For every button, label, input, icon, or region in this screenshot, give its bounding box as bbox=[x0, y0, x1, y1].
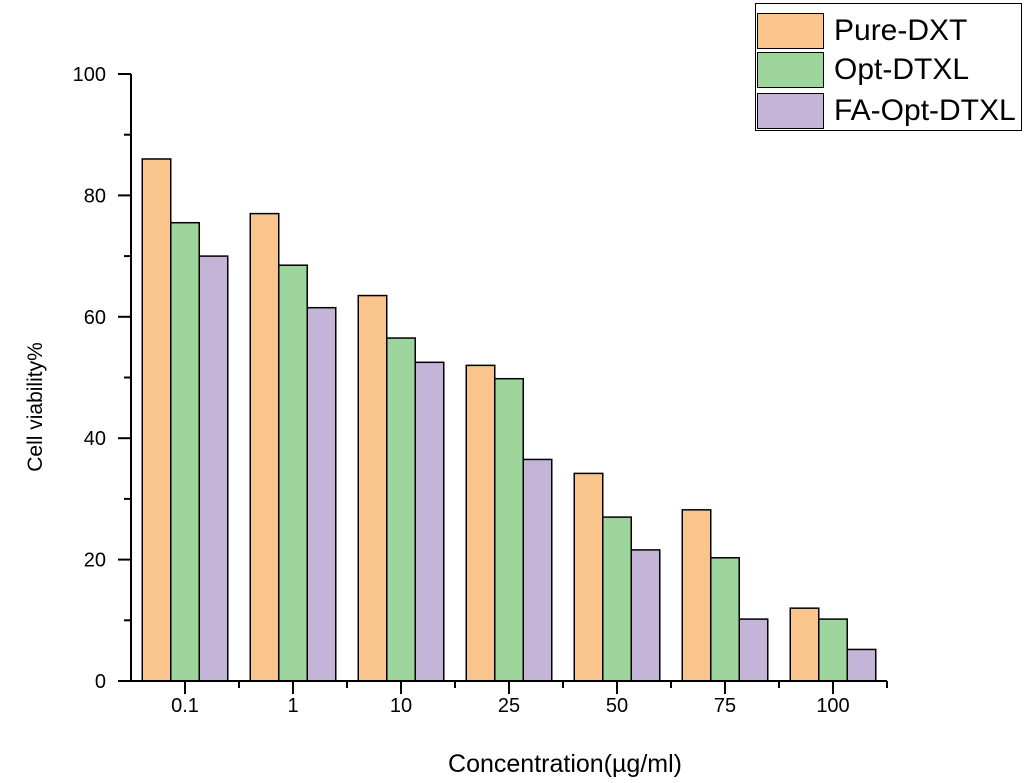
y-tick-label: 0 bbox=[95, 671, 106, 693]
legend-label-pure-dxt: Pure-DXT bbox=[834, 14, 968, 47]
legend-label-fa-opt-dtxl: FA-Opt-DTXL bbox=[834, 94, 1016, 127]
bar-Pure-DXT-0.1 bbox=[141, 158, 172, 682]
bar-Pure-DXT-1 bbox=[249, 212, 280, 682]
y-tick-label: 60 bbox=[84, 307, 106, 329]
bar-Opt-DTXL-100 bbox=[818, 618, 848, 682]
x-tick-label: 75 bbox=[714, 695, 736, 717]
legend-swatch-fa-opt-dtxl bbox=[757, 93, 824, 129]
y-tick-label: 100 bbox=[73, 64, 106, 86]
x-tick-label: 25 bbox=[498, 695, 520, 717]
bar-FA-Opt-DTXL-75 bbox=[738, 618, 769, 682]
bar-Pure-DXT-50 bbox=[573, 472, 604, 682]
x-tick-label: 1 bbox=[287, 695, 298, 717]
bar-FA-Opt-DTXL-25 bbox=[522, 458, 553, 682]
legend-swatch-opt-dtxl bbox=[757, 52, 824, 88]
x-tick-label: 10 bbox=[390, 695, 412, 717]
bar-Opt-DTXL-10 bbox=[386, 337, 416, 682]
bar-Opt-DTXL-1 bbox=[278, 264, 308, 682]
bar-FA-Opt-DTXL-100 bbox=[846, 648, 877, 682]
x-tick-label: 50 bbox=[606, 695, 628, 717]
bar-Pure-DXT-10 bbox=[357, 294, 388, 682]
legend-swatch-pure-dxt bbox=[757, 13, 824, 49]
bar-Opt-DTXL-0.1 bbox=[170, 221, 200, 682]
legend-label-opt-dtxl: Opt-DTXL bbox=[834, 53, 970, 86]
bar-Opt-DTXL-25 bbox=[494, 377, 524, 682]
bar-Opt-DTXL-75 bbox=[710, 557, 740, 682]
x-axis-title: Concentration(µg/ml) bbox=[448, 750, 682, 778]
bar-Pure-DXT-75 bbox=[681, 509, 712, 682]
bar-Pure-DXT-25 bbox=[465, 364, 496, 682]
legend: Pure-DXT Opt-DTXL FA-Opt-DTXL bbox=[755, 3, 1022, 131]
bar-Opt-DTXL-50 bbox=[602, 516, 632, 682]
bar-FA-Opt-DTXL-0.1 bbox=[198, 255, 229, 682]
bar-FA-Opt-DTXL-10 bbox=[414, 361, 445, 682]
y-tick-label: 20 bbox=[84, 550, 106, 572]
x-tick-label: 100 bbox=[816, 695, 849, 717]
bar-FA-Opt-DTXL-50 bbox=[630, 549, 661, 682]
bar-FA-Opt-DTXL-1 bbox=[306, 306, 337, 682]
y-tick-label: 80 bbox=[84, 185, 106, 207]
x-tick-label: 0.1 bbox=[171, 695, 199, 717]
y-axis-title: Cell viability% bbox=[24, 342, 47, 472]
bar-Pure-DXT-100 bbox=[789, 607, 820, 682]
y-tick-label: 40 bbox=[84, 428, 106, 450]
